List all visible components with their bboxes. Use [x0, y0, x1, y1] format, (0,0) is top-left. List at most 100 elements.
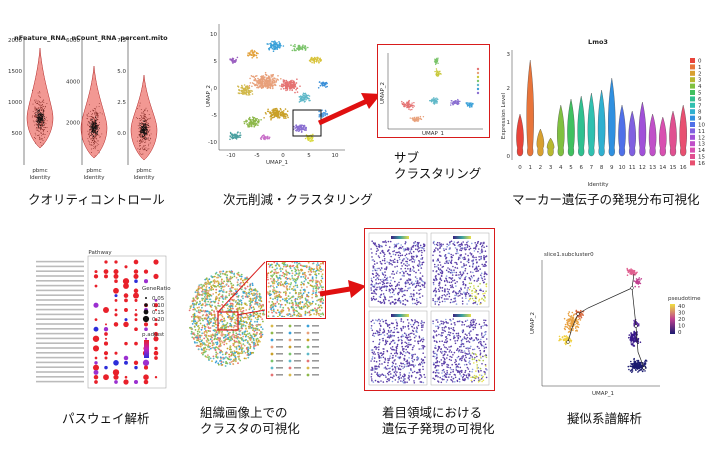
- umap-xtick: 0: [281, 153, 285, 159]
- tissue-legend-dot: [270, 324, 274, 328]
- marker-xtick: 13: [649, 165, 656, 171]
- marker-violin: [648, 113, 657, 157]
- pathway-dot: [92, 345, 100, 352]
- tissue-legend-dot: [306, 352, 310, 356]
- umap-ylabel: UMAP_2: [206, 85, 212, 107]
- marker-xtick: 1: [528, 165, 532, 171]
- marker-violin: [557, 104, 565, 157]
- pathway-dot: [104, 365, 108, 370]
- spatial-expression-panel: [364, 228, 495, 391]
- marker-legend-swatch: [690, 109, 695, 115]
- tissue-legend-label: [312, 353, 319, 355]
- pseudotime-legend-title: pseudotime: [668, 296, 701, 302]
- pathway-dot: [133, 259, 139, 265]
- pathway-dot: [123, 355, 129, 361]
- pathway-color-bar: [144, 340, 149, 358]
- marker-xtick: 2: [539, 165, 543, 171]
- marker-legend-label: 15: [698, 155, 705, 161]
- umap-xtick: -5: [254, 153, 260, 159]
- pseudotime-xlabel: UMAP_1: [592, 391, 614, 397]
- marker-ytick: 0: [507, 154, 511, 160]
- tissue-zoom-panel: [266, 261, 326, 319]
- marker-xtick: 7: [590, 165, 594, 171]
- subcluster-legend-dot: [476, 87, 480, 91]
- marker-xtick: 6: [579, 165, 583, 171]
- pathway-dot: [114, 260, 118, 264]
- pathway-term-label: [36, 376, 84, 378]
- qc-violin-xtick: pbmc: [136, 168, 151, 174]
- qc-violin-xtick: pbmc: [86, 168, 101, 174]
- marker-legend-swatch: [690, 122, 695, 127]
- subcluster-legend-dot: [476, 79, 480, 83]
- pathway-term-label: [36, 366, 84, 368]
- marker-legend-label: 13: [698, 142, 705, 148]
- qc-violin-tick: 7.5: [117, 38, 126, 44]
- qc-violin-title: nCount_RNA: [72, 34, 117, 42]
- pathway-dot: [114, 294, 118, 298]
- marker-xtick: 12: [639, 165, 646, 171]
- umap-xlabel: UMAP_1: [266, 160, 288, 166]
- tissue-legend-dot: [288, 345, 292, 349]
- qc-violin-tick: 2000: [8, 38, 22, 44]
- marker-ytick: 1: [507, 120, 511, 126]
- umap-caption: 次元削減・クラスタリング: [223, 192, 373, 207]
- qc-violin: [26, 47, 54, 149]
- pathway-dot: [93, 374, 99, 380]
- marker-violin: [516, 113, 524, 157]
- marker-legend-swatch: [690, 96, 695, 102]
- pathway-dot: [123, 379, 129, 385]
- tissue-legend-label: [294, 332, 301, 334]
- qc-violin: [130, 74, 158, 161]
- spatial-color-bar: [391, 314, 409, 317]
- tissue-legend-label: [312, 346, 319, 348]
- marker-violin: [659, 116, 667, 157]
- umap-ytick: -10: [208, 140, 217, 146]
- pathway-dot: [113, 269, 119, 275]
- pathway-dot: [153, 273, 159, 279]
- umap-ytick: -5: [212, 113, 218, 119]
- pathway-dot: [143, 379, 149, 385]
- pathway-dot: [134, 279, 138, 283]
- tissue-legend-dot: [270, 338, 274, 342]
- qc-violin-xtick: pbmc: [32, 168, 47, 174]
- pathway-dot: [103, 341, 109, 346]
- pathway-dot: [92, 335, 100, 342]
- pathway-dot: [114, 279, 118, 283]
- marker-caption: マーカー遺伝子の発現分布可視化: [512, 192, 700, 207]
- pathway-term-label: [36, 270, 84, 272]
- pathway-dot: [154, 308, 158, 312]
- marker-legend-label: 1: [698, 65, 702, 71]
- pathway-term-label: [36, 352, 84, 354]
- marker-violin: [608, 77, 616, 157]
- pseudotime-legend-tick: 30: [678, 311, 685, 317]
- pathway-dot: [94, 284, 98, 288]
- tissue-legend-dot: [270, 345, 274, 349]
- marker-violin: [587, 92, 596, 157]
- pathway-legend-dot: [142, 315, 150, 323]
- tissue-zoom-region: [217, 311, 239, 331]
- marker-legend-label: 8: [698, 110, 702, 116]
- umap-plot: -10 -5 0 5 10 10 5 0 -5 -10 UMAP_1 UMAP_2: [206, 24, 345, 166]
- pathway-term-label: [36, 356, 84, 359]
- pathway-dot: [154, 346, 158, 351]
- qc-violin-tick: 4000: [66, 79, 80, 85]
- marker-xtick: 11: [629, 165, 636, 171]
- marker-legend-label: 11: [698, 129, 705, 135]
- marker-legend-label: 16: [698, 161, 705, 167]
- tissue-legend-dot: [288, 359, 292, 363]
- qc-violin-tick: 5.0: [117, 69, 126, 75]
- pathway-legend-title2: p.adjust: [142, 332, 165, 338]
- marker-legend-label: 9: [698, 116, 702, 122]
- pathway-term-label: [36, 342, 84, 344]
- pseudotime-node: [630, 286, 634, 290]
- pathway-dot: [134, 298, 138, 302]
- spatial-color-bar: [391, 236, 409, 239]
- pathway-dot: [153, 350, 159, 356]
- pathway-dot: [113, 287, 119, 294]
- pathway-dot: [94, 361, 98, 365]
- qc-violin-title: nFeature_RNA: [14, 34, 66, 42]
- marker-legend-label: 5: [698, 91, 702, 97]
- pathway-dot: [104, 356, 108, 360]
- pathway-dot: [112, 369, 120, 376]
- pathway-term-label: [36, 289, 84, 292]
